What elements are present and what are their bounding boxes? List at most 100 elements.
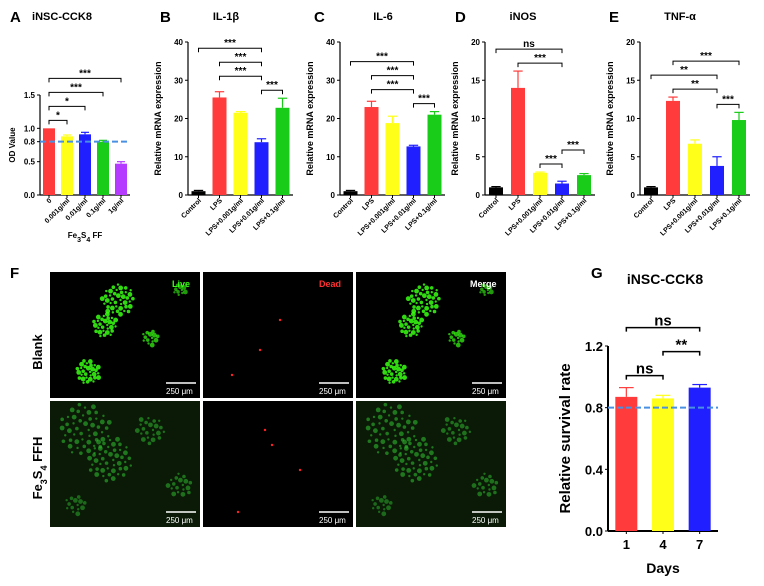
bar [555, 183, 569, 195]
live-cell-cluster [413, 435, 416, 438]
y-tick-label: 20 [174, 115, 183, 124]
y-tick-label: 10 [326, 153, 335, 162]
live-cell-cluster [104, 426, 109, 430]
live-cell-cluster [177, 293, 180, 297]
column-label-dead: Dead [319, 279, 341, 289]
significance-bracket [219, 61, 262, 67]
live-cell-cluster [418, 291, 423, 296]
live-cell-cluster [92, 380, 95, 383]
live-cell-cluster [95, 364, 101, 370]
significance-label: ns [636, 361, 654, 378]
live-cell-cluster [405, 296, 411, 302]
live-cell-cluster [394, 434, 397, 438]
live-cell-cluster [389, 421, 394, 427]
significance-label: *** [235, 52, 247, 63]
live-cell-cluster [142, 332, 145, 336]
live-cell-cluster [456, 336, 460, 340]
live-cell-cluster [422, 283, 426, 286]
live-cell-cluster [437, 296, 441, 301]
live-cell-cluster [379, 497, 384, 503]
significance-label: ** [680, 65, 688, 76]
live-cell-cluster [82, 501, 87, 505]
live-cell-cluster [382, 495, 387, 499]
significance-bracket [219, 75, 262, 81]
live-cell-cluster [76, 503, 79, 507]
live-cell-cluster [447, 427, 452, 431]
live-cell-cluster [128, 300, 131, 303]
chart-iNSC-CCK8-G: iNSC-CCK8 0.0 0.4 0.8 1.2 Relative survival r… [557, 271, 718, 576]
live-cell-cluster [491, 485, 497, 491]
live-cell-cluster [374, 438, 379, 442]
live-cell-cluster [64, 434, 67, 437]
y-tick-label: 10 [626, 115, 635, 124]
live-cell-cluster [149, 342, 155, 348]
significance-label: *** [224, 38, 236, 49]
live-cell-cluster [481, 485, 485, 490]
live-cell-cluster [85, 376, 88, 379]
y-tick-label: 0 [179, 191, 184, 200]
column-label-live: Live [172, 279, 190, 289]
significance-bracket [261, 89, 283, 95]
live-cell-cluster [398, 453, 402, 457]
live-cell-cluster [445, 423, 448, 426]
chart-title: IL-1β [213, 11, 240, 23]
micrograph-fe3s4-merge [356, 401, 506, 527]
live-cell-cluster [147, 416, 150, 420]
live-cell-cluster [385, 451, 389, 455]
live-cell-cluster [394, 468, 399, 472]
live-cell-cluster [475, 478, 479, 482]
live-cell-cluster [400, 410, 404, 415]
live-cell-cluster [67, 443, 73, 449]
live-cell-cluster [455, 342, 461, 348]
y-tick-label: 15 [626, 76, 635, 85]
live-cell-cluster [383, 508, 386, 511]
live-cell-cluster [419, 300, 424, 305]
live-cell-cluster [112, 458, 115, 462]
live-cell-cluster [412, 419, 418, 425]
live-cell-cluster [153, 423, 159, 429]
live-cell-cluster [147, 441, 152, 446]
live-cell-cluster [107, 445, 110, 449]
live-cell-cluster [115, 309, 120, 314]
chart-title: TNF-α [664, 11, 696, 23]
live-cell-cluster [183, 478, 189, 484]
live-cell-cluster [430, 291, 433, 294]
live-cell-cluster [389, 372, 394, 376]
live-cell-cluster [389, 364, 393, 369]
live-cell-cluster [424, 311, 429, 317]
live-cell-cluster [67, 502, 71, 506]
live-cell-cluster [76, 495, 81, 499]
live-cell-cluster [400, 368, 404, 373]
live-cell-cluster [147, 342, 150, 345]
significance-label: *** [79, 68, 91, 79]
live-cell-cluster [452, 436, 456, 439]
live-cell-cluster [65, 422, 69, 427]
bar [79, 134, 91, 195]
live-cell-cluster [391, 379, 396, 384]
live-cell-cluster [98, 322, 102, 326]
live-cell-cluster [386, 373, 389, 376]
bar [115, 163, 127, 195]
live-cell-cluster [388, 359, 392, 363]
significance-label: *** [376, 52, 388, 63]
micrograph-fe3s4-live [50, 401, 200, 527]
live-cell-cluster [421, 309, 426, 314]
live-cell-cluster [480, 287, 484, 292]
live-cell-cluster [185, 485, 191, 491]
live-cell-cluster [105, 311, 110, 317]
bar [254, 142, 269, 195]
live-cell-cluster [125, 446, 128, 449]
bar [275, 107, 290, 195]
live-cell-cluster [115, 436, 120, 442]
live-cell-cluster [487, 483, 491, 487]
significance-label: ns [523, 39, 535, 50]
live-cell-cluster [118, 442, 122, 447]
live-cell-cluster [95, 314, 101, 320]
live-cell-cluster [87, 428, 90, 432]
live-cell-cluster [100, 468, 106, 473]
y-tick-label: 5 [476, 153, 481, 162]
live-cell-cluster [83, 406, 87, 409]
live-cell-cluster [100, 325, 105, 329]
live-cell-cluster [145, 338, 150, 342]
